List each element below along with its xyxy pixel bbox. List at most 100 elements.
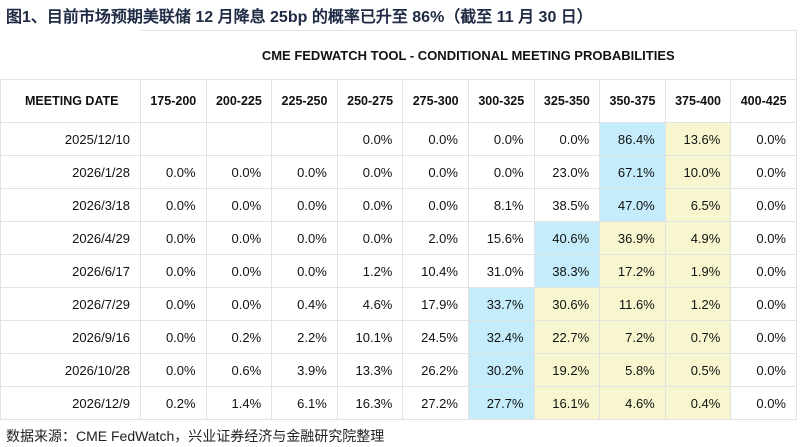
probability-cell: 0.0% xyxy=(402,122,469,156)
probability-cell: 23.0% xyxy=(533,155,601,189)
probability-cell: 0.0% xyxy=(271,221,338,255)
probability-cell: 11.6% xyxy=(599,287,666,321)
probability-cell: 0.0% xyxy=(205,188,273,222)
meeting-date: 2026/4/29 xyxy=(0,221,141,255)
probability-cell: 0.0% xyxy=(730,320,797,354)
meeting-date: 2026/1/28 xyxy=(0,155,141,189)
probability-cell: 0.0% xyxy=(271,254,338,288)
column-header: 275-300 xyxy=(402,79,469,123)
probability-cell: 0.0% xyxy=(467,122,535,156)
meeting-date: 2026/9/16 xyxy=(0,320,141,354)
probability-cell: 0.0% xyxy=(140,353,207,387)
meeting-date: 2026/7/29 xyxy=(0,287,141,321)
probability-cell: 1.2% xyxy=(664,287,732,321)
column-header: 325-350 xyxy=(533,79,601,123)
table-body: 2025/12/10 0.0% 0.0% 0.0% 0.0% 86.4% 13.6% 0.0%… xyxy=(0,122,797,420)
column-header: 250-275 xyxy=(336,79,404,123)
probability-cell: 1.4% xyxy=(205,386,273,420)
source-note: 数据来源：CME FedWatch，兴业证券经济与金融研究院整理 xyxy=(6,428,385,444)
probability-cell: 0.0% xyxy=(336,188,404,222)
probability-cell: 0.7% xyxy=(664,320,732,354)
column-header: 225-250 xyxy=(271,79,338,123)
probability-cell: 7.2% xyxy=(599,320,666,354)
probability-cell: 0.0% xyxy=(140,155,207,189)
probability-cell xyxy=(140,122,207,156)
column-header: 200-225 xyxy=(205,79,273,123)
probability-cell: 1.9% xyxy=(664,254,732,288)
probability-cell: 19.2% xyxy=(533,353,601,387)
probability-cell: 0.4% xyxy=(271,287,338,321)
probability-cell: 10.4% xyxy=(402,254,469,288)
probability-cell: 3.9% xyxy=(271,353,338,387)
probability-cell: 13.6% xyxy=(664,122,732,156)
probability-cell: 4.9% xyxy=(664,221,732,255)
probability-cell: 0.0% xyxy=(140,287,207,321)
table-row: 2026/7/29 0.0% 0.0% 0.4% 4.6% 17.9% 33.7% 30.6%… xyxy=(0,287,797,321)
probability-cell: 0.5% xyxy=(664,353,732,387)
probability-cell: 27.7% xyxy=(467,386,535,420)
probability-cell: 0.0% xyxy=(140,320,207,354)
meeting-date: 2026/3/18 xyxy=(0,188,141,222)
table-row: 2026/10/28 0.0% 0.6% 3.9% 13.3% 26.2% 30.2% 19.… xyxy=(0,353,797,387)
probability-cell: 0.0% xyxy=(730,188,797,222)
probability-cell: 0.0% xyxy=(467,155,535,189)
probability-cell: 0.0% xyxy=(140,221,207,255)
column-header: 300-325 xyxy=(467,79,535,123)
probability-cell: 38.5% xyxy=(533,188,601,222)
probability-cell: 0.0% xyxy=(140,254,207,288)
probability-cell: 86.4% xyxy=(599,122,666,156)
probability-cell: 0.0% xyxy=(271,155,338,189)
probability-cell: 16.3% xyxy=(336,386,404,420)
probability-cell: 0.0% xyxy=(402,188,469,222)
probability-cell: 0.0% xyxy=(336,221,404,255)
probability-cell: 4.6% xyxy=(599,386,666,420)
column-header: 400-425 xyxy=(730,79,797,123)
probability-cell: 2.2% xyxy=(271,320,338,354)
probability-cell: 31.0% xyxy=(467,254,535,288)
probability-cell xyxy=(205,122,273,156)
probability-cell: 40.6% xyxy=(533,221,601,255)
super-header: CME FEDWATCH TOOL - CONDITIONAL MEETING … xyxy=(140,30,797,80)
probability-cell: 16.1% xyxy=(533,386,601,420)
table-row: 2026/12/9 0.2% 1.4% 6.1% 16.3% 27.2% 27.7% 16.1… xyxy=(0,386,797,420)
probability-cell: 2.0% xyxy=(402,221,469,255)
probability-cell: 0.0% xyxy=(730,122,797,156)
probability-cell: 24.5% xyxy=(402,320,469,354)
probability-cell: 38.3% xyxy=(533,254,601,288)
probability-cell: 4.6% xyxy=(336,287,404,321)
probability-cell: 0.0% xyxy=(205,254,273,288)
probability-cell: 32.4% xyxy=(467,320,535,354)
probability-cell: 0.0% xyxy=(205,221,273,255)
probability-cell: 30.6% xyxy=(533,287,601,321)
probability-cell: 27.2% xyxy=(402,386,469,420)
meeting-date: 2026/10/28 xyxy=(0,353,141,387)
probability-cell: 0.0% xyxy=(336,155,404,189)
meeting-date: 2026/6/17 xyxy=(0,254,141,288)
probability-cell: 10.1% xyxy=(336,320,404,354)
probability-cell: 10.0% xyxy=(664,155,732,189)
column-header-row: MEETING DATE 175-200 200-225 225-250 250-275… xyxy=(0,79,797,123)
table-row: 2026/6/17 0.0% 0.0% 0.0% 1.2% 10.4% 31.0% 38.3%… xyxy=(0,254,797,288)
probability-cell: 0.0% xyxy=(730,254,797,288)
column-header: 375-400 xyxy=(664,79,732,123)
probability-cell: 17.9% xyxy=(402,287,469,321)
probability-cell: 6.1% xyxy=(271,386,338,420)
probability-cell: 8.1% xyxy=(467,188,535,222)
probability-cell: 0.4% xyxy=(664,386,732,420)
probability-cell: 22.7% xyxy=(533,320,601,354)
probability-cell: 15.6% xyxy=(467,221,535,255)
super-header-row: CME FEDWATCH TOOL - CONDITIONAL MEETING … xyxy=(1,30,797,80)
probability-cell: 26.2% xyxy=(402,353,469,387)
meeting-date: 2026/12/9 xyxy=(0,386,141,420)
probability-cell: 0.2% xyxy=(140,386,207,420)
probability-cell: 13.3% xyxy=(336,353,404,387)
probability-table: CME FEDWATCH TOOL - CONDITIONAL MEETING … xyxy=(0,30,797,420)
probability-cell: 30.2% xyxy=(467,353,535,387)
probability-cell: 0.0% xyxy=(336,122,404,156)
title: 图1、目前市场预期美联储 12 月降息 25bp 的概率已升至 86%（截至 1… xyxy=(6,9,593,26)
probability-cell: 0.0% xyxy=(140,188,207,222)
probability-cell: 6.5% xyxy=(664,188,732,222)
probability-cell: 0.2% xyxy=(205,320,273,354)
probability-cell: 5.8% xyxy=(599,353,666,387)
